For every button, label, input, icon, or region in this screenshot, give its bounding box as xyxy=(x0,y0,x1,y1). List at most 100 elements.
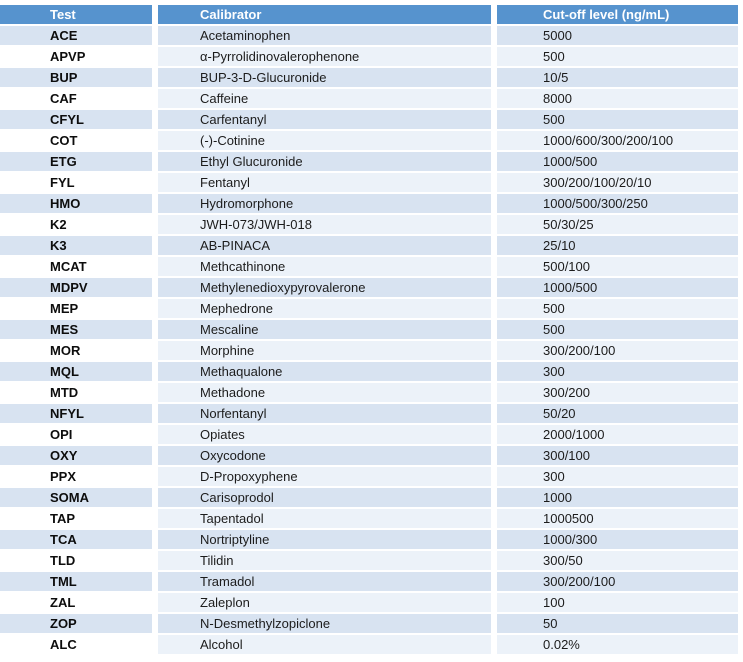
test-cell: K2 xyxy=(0,215,152,234)
test-cell: MCAT xyxy=(0,257,152,276)
cutoff-cell: 1000 xyxy=(497,488,738,507)
calibrator-cell: BUP-3-D-Glucuronide xyxy=(158,68,491,87)
cutoff-cell: 500 xyxy=(497,299,738,318)
test-cell: TCA xyxy=(0,530,152,549)
cutoff-cell: 8000 xyxy=(497,89,738,108)
calibrator-cell: Caffeine xyxy=(158,89,491,108)
table-row: ETG Ethyl Glucuronide 1000/500 xyxy=(0,152,743,171)
test-cell: COT xyxy=(0,131,152,150)
cutoff-cell: 300/100 xyxy=(497,446,738,465)
test-cell: BUP xyxy=(0,68,152,87)
cutoff-cell: 1000/500 xyxy=(497,152,738,171)
table-row: HMO Hydromorphone 1000/500/300/250 xyxy=(0,194,743,213)
calibrator-cell: Alcohol xyxy=(158,635,491,654)
cutoff-cell: 0.02% xyxy=(497,635,738,654)
cutoff-cell: 100 xyxy=(497,593,738,612)
test-cell: APVP xyxy=(0,47,152,66)
test-cell: MES xyxy=(0,320,152,339)
table-row: MDPV Methylenedioxypyrovalerone 1000/500 xyxy=(0,278,743,297)
table-row: MTD Methadone 300/200 xyxy=(0,383,743,402)
test-cell: HMO xyxy=(0,194,152,213)
table-row: APVP α-Pyrrolidinovalerophenone 500 xyxy=(0,47,743,66)
calibrator-cell: JWH-073/JWH-018 xyxy=(158,215,491,234)
table-row: ZOP N-Desmethylzopiclone 50 xyxy=(0,614,743,633)
cutoff-cell: 500 xyxy=(497,320,738,339)
cutoff-cell: 500/100 xyxy=(497,257,738,276)
calibrator-cell: α-Pyrrolidinovalerophenone xyxy=(158,47,491,66)
table-row: K2 JWH-073/JWH-018 50/30/25 xyxy=(0,215,743,234)
calibrator-cell: N-Desmethylzopiclone xyxy=(158,614,491,633)
calibrator-cell: Opiates xyxy=(158,425,491,444)
calibrator-cell: Methaqualone xyxy=(158,362,491,381)
cutoff-cell: 1000500 xyxy=(497,509,738,528)
test-cell: K3 xyxy=(0,236,152,255)
calibrator-cell: Carisoprodol xyxy=(158,488,491,507)
cutoff-cell: 300/200/100 xyxy=(497,572,738,591)
cutoff-cell: 300/200/100/20/10 xyxy=(497,173,738,192)
cutoff-cell: 1000/500/300/250 xyxy=(497,194,738,213)
test-cell: MQL xyxy=(0,362,152,381)
test-cell: ZAL xyxy=(0,593,152,612)
test-cell: NFYL xyxy=(0,404,152,423)
test-cell: MEP xyxy=(0,299,152,318)
table-header-row: Test Calibrator Cut-off level (ng/mL) xyxy=(0,5,743,24)
table-row: K3 AB-PINACA 25/10 xyxy=(0,236,743,255)
table-row: SOMA Carisoprodol 1000 xyxy=(0,488,743,507)
column-header-calibrator: Calibrator xyxy=(158,5,491,24)
cutoff-cell: 25/10 xyxy=(497,236,738,255)
cutoff-cell: 1000/300 xyxy=(497,530,738,549)
test-cell: OXY xyxy=(0,446,152,465)
cutoff-cell: 300/50 xyxy=(497,551,738,570)
calibrator-cell: Morphine xyxy=(158,341,491,360)
calibrator-cell: D-Propoxyphene xyxy=(158,467,491,486)
table-row: ZAL Zaleplon 100 xyxy=(0,593,743,612)
table-row: MCAT Methcathinone 500/100 xyxy=(0,257,743,276)
test-cell: MOR xyxy=(0,341,152,360)
calibrator-cell: Tilidin xyxy=(158,551,491,570)
test-cell: PPX xyxy=(0,467,152,486)
calibrator-table: Test Calibrator Cut-off level (ng/mL) AC… xyxy=(0,5,743,654)
cutoff-cell: 50/20 xyxy=(497,404,738,423)
calibrator-cell: Mephedrone xyxy=(158,299,491,318)
test-cell: ZOP xyxy=(0,614,152,633)
test-cell: CFYL xyxy=(0,110,152,129)
table-row: BUP BUP-3-D-Glucuronide 10/5 xyxy=(0,68,743,87)
cutoff-cell: 50/30/25 xyxy=(497,215,738,234)
test-cell: FYL xyxy=(0,173,152,192)
calibrator-cell: Tramadol xyxy=(158,572,491,591)
column-header-cutoff-level: Cut-off level (ng/mL) xyxy=(497,5,738,24)
calibrator-cell: Tapentadol xyxy=(158,509,491,528)
calibrator-cell: Oxycodone xyxy=(158,446,491,465)
test-cell: MDPV xyxy=(0,278,152,297)
cutoff-cell: 50 xyxy=(497,614,738,633)
cutoff-cell: 5000 xyxy=(497,26,738,45)
test-cell: ACE xyxy=(0,26,152,45)
cutoff-cell: 300 xyxy=(497,362,738,381)
test-cell: OPI xyxy=(0,425,152,444)
cutoff-cell: 10/5 xyxy=(497,68,738,87)
calibrator-cell: Carfentanyl xyxy=(158,110,491,129)
table-row: OXY Oxycodone 300/100 xyxy=(0,446,743,465)
test-cell: ALC xyxy=(0,635,152,654)
calibrator-cell: Methylenedioxypyrovalerone xyxy=(158,278,491,297)
table-row: CFYL Carfentanyl 500 xyxy=(0,110,743,129)
column-header-test: Test xyxy=(0,5,152,24)
cutoff-cell: 300 xyxy=(497,467,738,486)
cutoff-cell: 1000/500 xyxy=(497,278,738,297)
cutoff-cell: 300/200/100 xyxy=(497,341,738,360)
calibrator-cell: Methcathinone xyxy=(158,257,491,276)
table-row: TAP Tapentadol 1000500 xyxy=(0,509,743,528)
cutoff-cell: 1000/600/300/200/100 xyxy=(497,131,738,150)
table-row: ALC Alcohol 0.02% xyxy=(0,635,743,654)
test-cell: SOMA xyxy=(0,488,152,507)
table-row: PPX D-Propoxyphene 300 xyxy=(0,467,743,486)
cutoff-cell: 500 xyxy=(497,110,738,129)
calibrator-cell: Methadone xyxy=(158,383,491,402)
calibrator-cell: Mescaline xyxy=(158,320,491,339)
calibrator-cell: AB-PINACA xyxy=(158,236,491,255)
cutoff-cell: 300/200 xyxy=(497,383,738,402)
test-cell: TLD xyxy=(0,551,152,570)
cutoff-cell: 500 xyxy=(497,47,738,66)
cutoff-cell: 2000/1000 xyxy=(497,425,738,444)
calibrator-cell: Zaleplon xyxy=(158,593,491,612)
